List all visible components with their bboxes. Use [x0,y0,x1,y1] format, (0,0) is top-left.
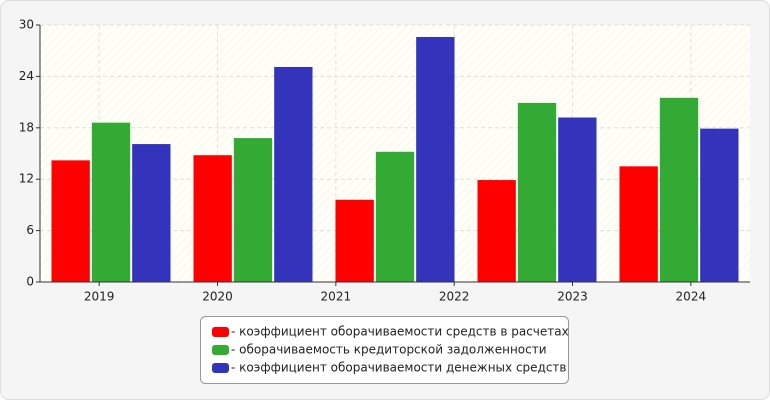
legend-swatch [212,327,229,337]
legend-label: - коэффициент оборачиваемости средств в … [231,325,569,339]
bar [517,102,557,282]
bar [51,160,90,282]
bar [375,151,415,282]
bar [91,122,131,282]
bar [132,144,171,282]
bar [335,199,374,282]
y-tick-label: 0 [26,275,34,289]
legend-label: - оборачиваемость кредиторской задолженн… [231,343,547,357]
bar [700,128,739,282]
bar [233,138,273,282]
x-tick-label: 2021 [321,290,352,304]
bar [193,155,232,282]
y-tick-label: 24 [19,69,34,83]
bar [416,36,455,282]
x-tick-label: 2023 [557,290,588,304]
legend-swatch [212,363,229,373]
x-tick-label: 2019 [84,290,115,304]
legend-label: - коэффициент оборачиваемости денежных с… [231,361,567,375]
x-tick-label: 2020 [202,290,233,304]
y-tick-label: 6 [26,223,34,237]
bar [274,66,313,282]
x-tick-label: 2022 [439,290,470,304]
y-tick-label: 18 [19,120,34,134]
bar [477,180,516,282]
x-tick-label: 2024 [676,290,707,304]
y-tick-label: 12 [19,172,34,186]
bar [619,166,658,282]
bar [558,117,597,283]
legend [200,316,569,384]
bar [659,97,699,282]
y-tick-label: 30 [19,18,34,32]
legend-swatch [212,345,229,355]
